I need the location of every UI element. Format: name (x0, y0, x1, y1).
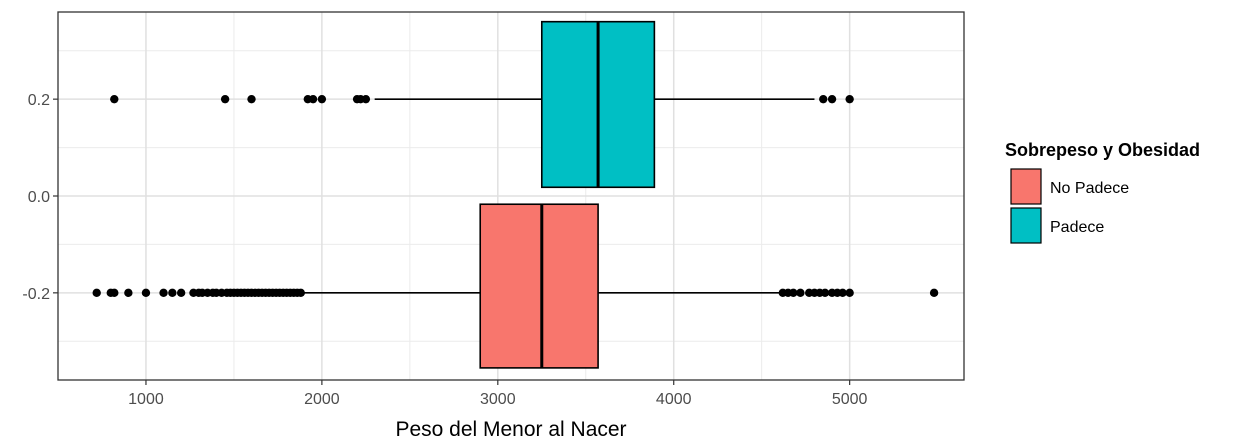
box-series (92, 20, 939, 369)
x-axis: 1000 2000 3000 4000 5000 (128, 380, 868, 408)
outlier-point (168, 288, 177, 298)
outlier-point (845, 94, 854, 104)
x-tick-label: 1000 (128, 391, 164, 408)
outlier-point (159, 288, 168, 298)
y-tick-label: 0.2 (28, 92, 50, 109)
outlier-point (92, 288, 101, 298)
x-tick-label: 3000 (480, 391, 516, 408)
box-group (110, 20, 854, 189)
legend: Sobrepeso y Obesidad No Padece Padece (1005, 140, 1200, 244)
legend-title: Sobrepeso y Obesidad (1005, 140, 1200, 160)
outlier-point (110, 288, 119, 298)
box-group (92, 203, 939, 369)
outlier-point (845, 288, 854, 298)
outlier-point (247, 94, 256, 104)
outlier-point (141, 288, 151, 298)
outlier-point (361, 94, 371, 104)
x-tick-label: 5000 (832, 391, 868, 408)
y-tick-label: -0.2 (22, 286, 50, 303)
outlier-point (929, 288, 939, 298)
legend-items: No Padece Padece (1010, 168, 1129, 244)
outlier-point (796, 288, 805, 298)
outlier-point (296, 288, 305, 298)
legend-item-label: No Padece (1050, 180, 1129, 197)
x-tick-label: 4000 (656, 391, 692, 408)
x-tick-label: 2000 (304, 391, 340, 408)
box-iqr (479, 203, 599, 369)
outlier-point (820, 288, 830, 298)
outlier-point (308, 94, 318, 104)
outlier-point (124, 288, 133, 298)
y-tick-label: 0.0 (28, 189, 50, 206)
outlier-point (819, 94, 828, 104)
legend-swatch (1010, 207, 1042, 244)
outlier-point (176, 288, 186, 298)
y-axis: 0.2 0.0 -0.2 (22, 92, 58, 303)
x-axis-title: Peso del Menor al Nacer (395, 418, 626, 441)
legend-swatch (1010, 168, 1042, 205)
outlier-point (838, 288, 847, 298)
legend-item-label: Padece (1050, 219, 1104, 236)
outlier-point (110, 94, 119, 104)
outlier-point (827, 94, 837, 104)
outlier-point (789, 288, 798, 298)
outlier-point (220, 94, 230, 104)
outlier-point (317, 94, 327, 104)
